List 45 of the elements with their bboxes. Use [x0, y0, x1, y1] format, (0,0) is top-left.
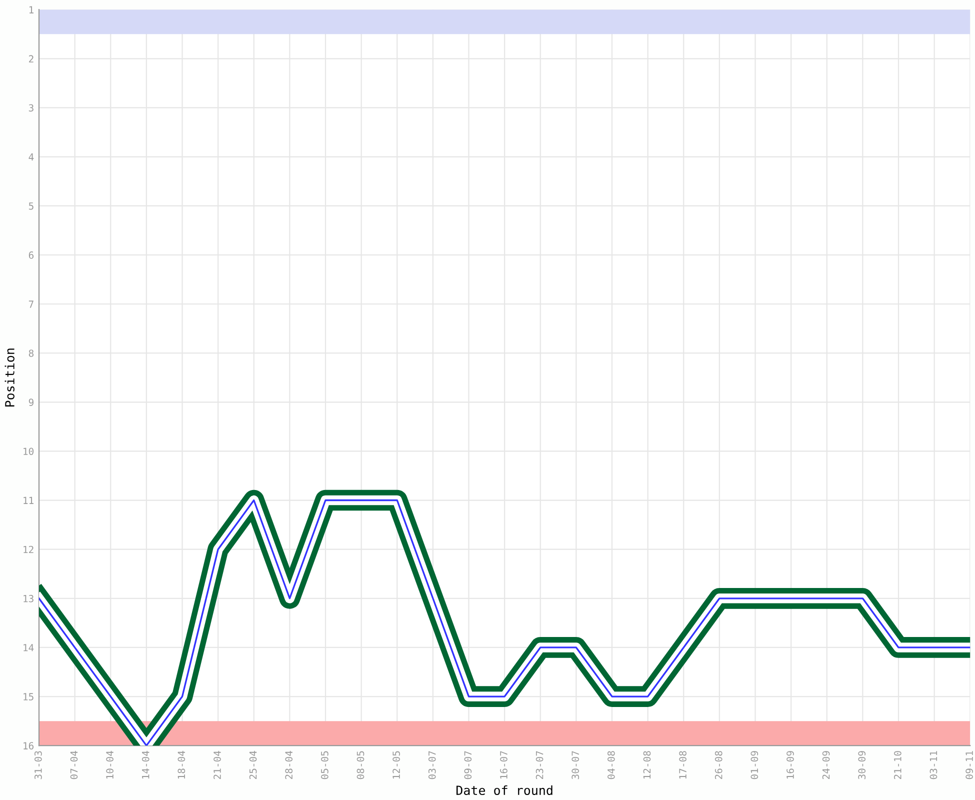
y-tick-label: 3	[28, 104, 34, 112]
y-tick-label: 6	[28, 251, 34, 259]
y-tick-label: 11	[24, 496, 34, 504]
y-axis-title: Position	[4, 348, 14, 406]
x-tick-label: 17-08	[679, 751, 686, 779]
x-axis-title: Date of round	[456, 785, 552, 796]
x-tick-label: 25-04	[249, 750, 257, 780]
y-tick-label: 2	[29, 55, 34, 62]
x-tick-label: 01-09	[750, 751, 758, 780]
x-tick-label: 10-04	[106, 750, 114, 779]
y-tick-label: 16	[24, 742, 34, 750]
y-tick-label: 5	[28, 202, 34, 210]
y-tick-label: 8	[28, 350, 34, 357]
y-tick-label: 9	[28, 398, 34, 406]
x-tick-label: 12-08	[643, 751, 651, 779]
x-tick-label: 03-11	[930, 751, 938, 780]
y-tick-label: 15	[24, 693, 34, 700]
x-tick-label: 30-07	[572, 751, 580, 780]
y-tick-label: 10	[24, 448, 34, 456]
x-tick-label: 07-04	[70, 750, 78, 780]
y-tick-label: 14	[24, 644, 34, 652]
x-tick-label: 21-04	[214, 750, 221, 780]
x-tick-label: 09-07	[464, 751, 472, 780]
x-tick-label: 28-04	[285, 750, 293, 780]
x-tick-label: 21-10	[894, 751, 902, 780]
x-tick-label: 16-07	[500, 751, 508, 779]
x-tick-label: 16-09	[786, 751, 794, 779]
x-tick-label: 31-03	[34, 751, 42, 780]
x-tick-label: 08-05	[356, 751, 364, 780]
x-tick-label: 26-08	[714, 751, 722, 780]
x-tick-label: 12-05	[392, 751, 400, 779]
x-tick-label: 09-11	[966, 751, 973, 780]
x-tick-label: 14-04	[142, 750, 150, 779]
y-tick-label: 4	[28, 153, 34, 161]
x-tick-label: 24-09	[822, 751, 830, 780]
x-tick-label: 05-05	[320, 751, 328, 780]
y-tick-label: 13	[24, 594, 34, 602]
x-tick-label: 23-07	[536, 751, 544, 780]
x-tick-label: 04-08	[607, 751, 615, 780]
x-tick-label: 30-09	[858, 751, 866, 780]
y-tick-label: 12	[24, 546, 34, 554]
x-tick-label: 03-07	[428, 751, 436, 780]
y-tick-label: 1	[29, 6, 34, 14]
y-tick-label: 7	[28, 300, 34, 308]
x-tick-label: 18-04	[178, 750, 186, 779]
